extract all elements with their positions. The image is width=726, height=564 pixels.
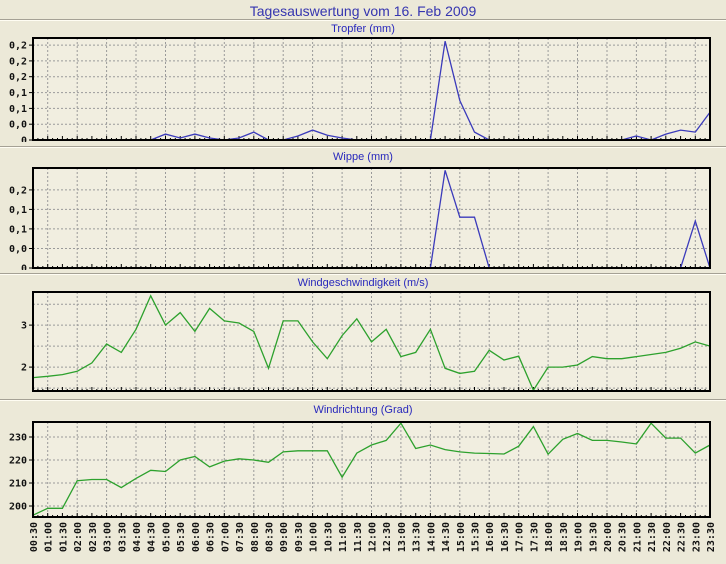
y-tick-label: 230 bbox=[9, 433, 27, 444]
x-tick-label: 21:30 bbox=[647, 522, 658, 552]
x-tick-label: 09:30 bbox=[294, 522, 305, 552]
x-tick-label: 14:30 bbox=[441, 522, 452, 552]
y-tick-label: 210 bbox=[9, 479, 27, 490]
x-tick-label: 04:00 bbox=[132, 522, 143, 552]
section-divider-2 bbox=[0, 273, 726, 275]
x-tick-label: 05:30 bbox=[176, 522, 187, 552]
page-title: Tagesauswertung vom 16. Feb 2009 bbox=[249, 3, 477, 19]
y-tick-label: 3 bbox=[21, 321, 27, 332]
y-tick-label: 0,1 bbox=[9, 205, 27, 216]
x-tick-label: 10:30 bbox=[323, 522, 334, 552]
x-tick-label: 13:00 bbox=[397, 522, 408, 552]
x-tick-label: 12:00 bbox=[368, 522, 379, 552]
x-tick-label: 04:30 bbox=[147, 522, 158, 552]
x-tick-label: 20:00 bbox=[603, 522, 614, 552]
x-tick-label: 12:30 bbox=[382, 522, 393, 552]
chart-title-windrichtung: Windrichtung (Grad) bbox=[313, 404, 413, 416]
y-tick-label: 0 bbox=[21, 136, 27, 143]
x-tick-label: 05:00 bbox=[162, 522, 173, 552]
x-tick-label: 07:00 bbox=[220, 522, 231, 552]
x-tick-label: 08:30 bbox=[265, 522, 276, 552]
section-divider-1 bbox=[0, 146, 726, 148]
y-tick-label: 0,1 bbox=[9, 88, 27, 99]
header-divider bbox=[0, 19, 726, 21]
y-tick-label: 2 bbox=[21, 363, 27, 374]
plot-area bbox=[33, 422, 710, 517]
x-tick-label: 18:30 bbox=[559, 522, 570, 552]
x-tick-label: 14:00 bbox=[426, 522, 437, 552]
x-tick-label: 01:30 bbox=[58, 522, 69, 552]
section-divider-3 bbox=[0, 399, 726, 401]
x-tick-label: 09:00 bbox=[279, 522, 290, 552]
chart-title-tropfer: Tropfer (mm) bbox=[331, 23, 395, 35]
y-tick-label: 0,2 bbox=[9, 72, 27, 83]
x-tick-label: 03:00 bbox=[103, 522, 114, 552]
x-tick-label: 23:30 bbox=[706, 522, 717, 552]
x-tick-label: 08:00 bbox=[250, 522, 261, 552]
y-tick-label: 0,2 bbox=[9, 185, 27, 196]
x-tick-label: 13:30 bbox=[412, 522, 423, 552]
x-tick-label: 16:00 bbox=[485, 522, 496, 552]
x-tick-label: 06:30 bbox=[206, 522, 217, 552]
chart-title-wippe: Wippe (mm) bbox=[333, 151, 393, 163]
x-tick-label: 18:00 bbox=[544, 522, 555, 552]
x-tick-label: 01:00 bbox=[44, 522, 55, 552]
y-tick-label: 200 bbox=[9, 502, 27, 513]
series-line bbox=[32, 294, 711, 392]
x-tick-label: 22:00 bbox=[662, 522, 673, 552]
x-tick-label: 11:30 bbox=[353, 522, 364, 552]
x-tick-label: 19:30 bbox=[588, 522, 599, 552]
series-line bbox=[32, 422, 711, 516]
x-tick-label: 03:30 bbox=[117, 522, 128, 552]
y-tick-label: 0,1 bbox=[9, 224, 27, 235]
y-tick-label: 0 bbox=[21, 264, 27, 271]
wippe-chart: 0,2 0,1 0,1 0,0 0 bbox=[9, 167, 711, 271]
x-tick-label: 20:30 bbox=[618, 522, 629, 552]
x-tick-label: 16:30 bbox=[500, 522, 511, 552]
x-tick-label: 17:00 bbox=[515, 522, 526, 552]
x-tick-label: 17:30 bbox=[529, 522, 540, 552]
tropfer-chart: 0,2 0,2 0,2 0,1 0,1 0,0 0 bbox=[9, 37, 711, 143]
x-tick-label: 22:30 bbox=[677, 522, 688, 552]
x-tick-label: 15:00 bbox=[456, 522, 467, 552]
x-tick-label: 10:00 bbox=[309, 522, 320, 552]
y-tick-label: 0,0 bbox=[9, 120, 27, 131]
x-tick-label: 02:00 bbox=[73, 522, 84, 552]
y-tick-label: 220 bbox=[9, 456, 27, 467]
windgeschwindigkeit-chart: 32 bbox=[21, 291, 711, 392]
x-tick-label: 02:30 bbox=[88, 522, 99, 552]
chart-title-windgeschwindigkeit: Windgeschwindigkeit (m/s) bbox=[297, 277, 429, 289]
x-tick-label: 21:00 bbox=[632, 522, 643, 552]
y-tick-label: 0,0 bbox=[9, 244, 27, 255]
x-tick-label: 19:00 bbox=[574, 522, 585, 552]
y-tick-label: 0,2 bbox=[9, 56, 27, 67]
y-tick-label: 0,1 bbox=[9, 104, 27, 115]
x-tick-label: 06:00 bbox=[191, 522, 202, 552]
x-tick-label: 07:30 bbox=[235, 522, 246, 552]
y-tick-label: 0,2 bbox=[9, 41, 27, 52]
x-tick-label: 23:00 bbox=[691, 522, 702, 552]
x-tick-label: 15:30 bbox=[471, 522, 482, 552]
x-tick-label: 11:00 bbox=[338, 522, 349, 552]
x-tick-label: 00:30 bbox=[29, 522, 40, 552]
